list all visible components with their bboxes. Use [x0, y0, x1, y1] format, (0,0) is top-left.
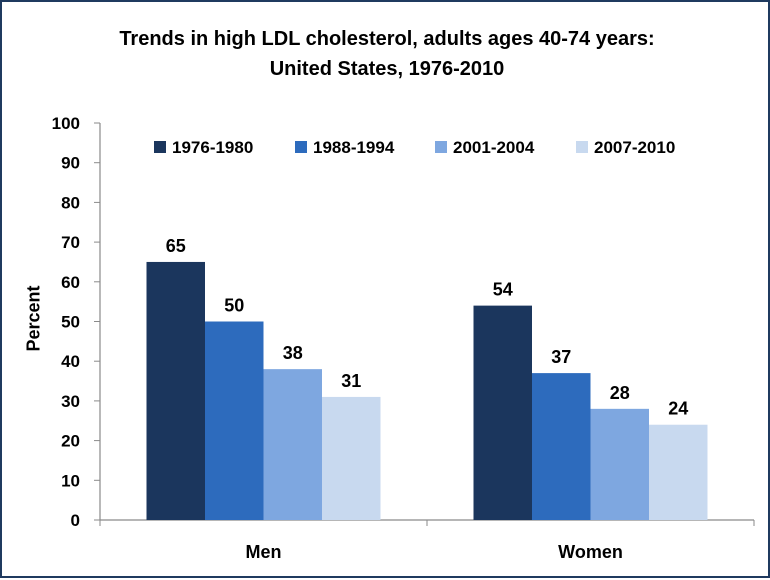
y-tick-label: 40: [61, 352, 80, 371]
chart-title-line-2: United States, 1976-2010: [269, 58, 505, 80]
data-label: 50: [224, 296, 244, 316]
bar-1976-1980-men: [146, 261, 205, 520]
legend-swatch: [435, 141, 447, 153]
legend-swatch: [576, 141, 588, 153]
y-tick-label: 100: [52, 114, 80, 133]
data-label: 31: [341, 371, 361, 391]
bar-1988-1994-men: [205, 321, 264, 520]
chart-title: Trends in high LDL cholesterol, adults a…: [2, 24, 770, 84]
data-label: 37: [551, 347, 571, 367]
bars: [146, 261, 708, 520]
y-tick-label: 80: [61, 193, 80, 212]
x-category-label: Women: [558, 542, 623, 562]
x-category-label: Men: [246, 542, 282, 562]
data-label: 65: [166, 236, 186, 256]
legend-label: 2007-2010: [594, 138, 675, 157]
chart-title-line-1: Trends in high LDL cholesterol, adults a…: [119, 28, 655, 50]
legend-swatch: [154, 141, 166, 153]
data-label: 54: [493, 280, 513, 300]
bar-2001-2004-men: [263, 369, 322, 520]
bar-2007-2010-women: [649, 424, 708, 520]
bar-2001-2004-women: [590, 408, 649, 520]
legend-swatch: [295, 141, 307, 153]
legend-label: 2001-2004: [453, 138, 535, 157]
y-tick-label: 60: [61, 273, 80, 292]
y-tick-label: 50: [61, 313, 80, 332]
y-tick-label: 70: [61, 233, 80, 252]
y-tick-label: 10: [61, 471, 80, 490]
legend-label: 1976-1980: [172, 138, 253, 157]
legend: 1976-1980 1988-1994 2001-2004 2007-2010: [154, 138, 675, 157]
y-tick-label: 30: [61, 392, 80, 411]
data-labels: 65 50 38 31 54 37 28 24: [166, 236, 689, 419]
y-tick-label: 0: [71, 511, 80, 530]
data-label: 38: [283, 343, 303, 363]
legend-label: 1988-1994: [313, 138, 395, 157]
bar-1988-1994-women: [532, 373, 591, 520]
y-tick-label: 20: [61, 432, 80, 451]
bar-2007-2010-men: [322, 396, 381, 520]
y-tick-label: 90: [61, 154, 80, 173]
bar-1976-1980-women: [473, 305, 532, 520]
data-label: 24: [668, 399, 688, 419]
data-label: 28: [610, 383, 630, 403]
